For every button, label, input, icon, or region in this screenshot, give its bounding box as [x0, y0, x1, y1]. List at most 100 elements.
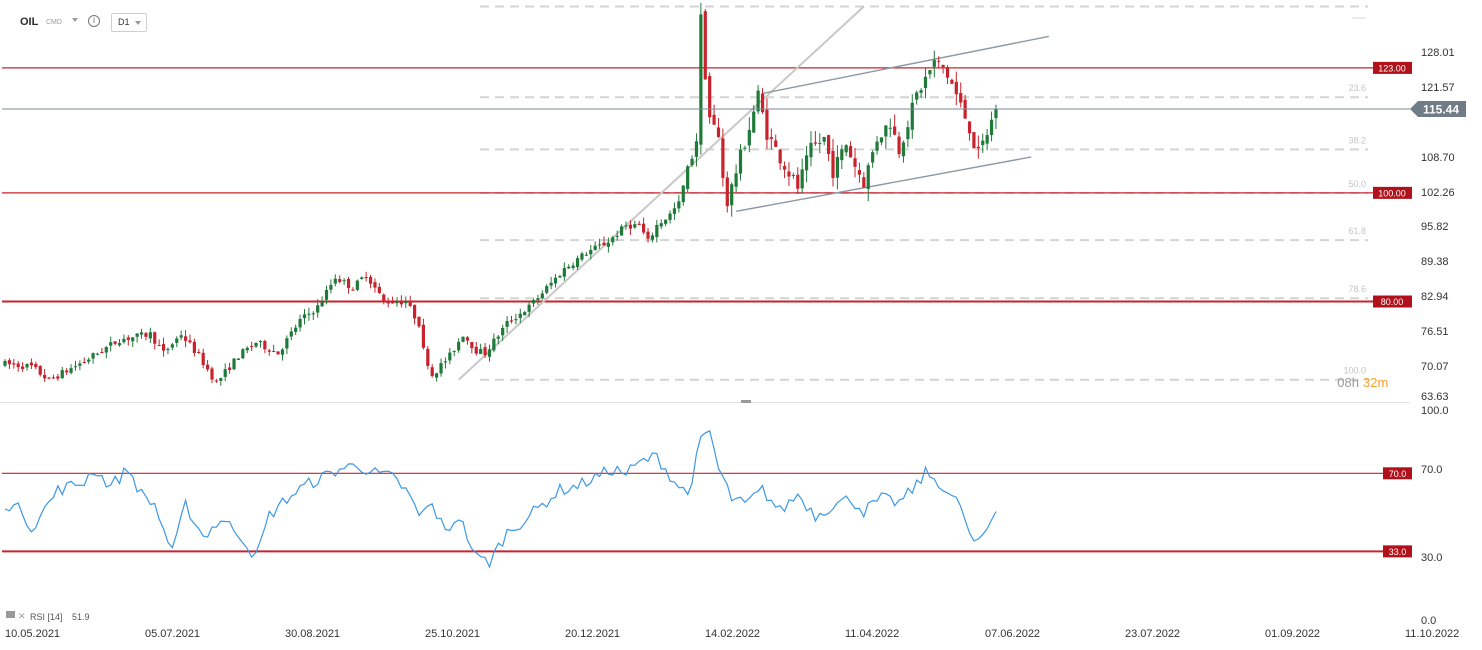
candle-body: [250, 346, 254, 348]
candle-body: [333, 278, 337, 284]
candle-body: [778, 149, 782, 164]
timeframe-select[interactable]: D1: [111, 13, 147, 32]
candle-body: [959, 92, 963, 103]
candle-body: [474, 346, 478, 354]
candle-body: [267, 350, 271, 352]
rsi-value: 51.9: [72, 612, 90, 622]
candle-body: [254, 342, 258, 347]
candle-body: [549, 282, 553, 286]
time-axis-label: 14.02.2022: [705, 628, 760, 640]
candle-body: [16, 363, 20, 368]
candle-body: [540, 293, 544, 299]
price-axis-tick: 63.63: [1421, 391, 1449, 403]
candle-body: [412, 305, 417, 319]
candle-body: [915, 92, 919, 100]
instrument-type-label: CMD: [46, 19, 62, 26]
candle-body: [430, 367, 434, 377]
candle-body: [470, 341, 474, 349]
panel-divider[interactable]: [0, 400, 1410, 403]
candle-body: [346, 278, 351, 288]
candle-body: [769, 137, 773, 139]
symbol-label[interactable]: OIL: [20, 16, 39, 28]
candle-body: [756, 90, 760, 112]
candle-body: [989, 119, 994, 135]
candle-body: [161, 344, 166, 351]
horizontal-levels[interactable]: 123.00 100.00 80.00: [2, 61, 1412, 308]
rsi-axis-tick: 70.0: [1421, 464, 1442, 476]
candle-body: [496, 336, 500, 339]
candle-body: [302, 314, 307, 319]
candle-body: [659, 223, 663, 227]
trend-lines[interactable]: [457, 5, 1049, 381]
rsi-axis-tick: 0.0: [1421, 615, 1436, 627]
fib-level-label: 100.0: [1343, 366, 1366, 376]
symbol-dropdown-caret-icon[interactable]: [72, 18, 78, 22]
candle-body: [531, 299, 536, 304]
candle-body: [395, 302, 399, 304]
candle-body: [655, 224, 659, 238]
candle-body: [65, 370, 69, 373]
time-axis[interactable]: 10.05.2021 05.07.2021 30.08.2021 25.10.2021…: [5, 628, 1459, 640]
rsi-axis-tick: 30.0: [1421, 552, 1442, 564]
candle-body: [175, 338, 179, 343]
rsi-level-tag-label: 33.0: [1389, 547, 1407, 557]
rsi-line: [4, 430, 997, 569]
time-axis-label: 11.04.2022: [845, 628, 899, 640]
candle-body: [703, 11, 707, 80]
candle-body: [457, 341, 461, 351]
candle-body: [25, 364, 29, 368]
candle-body: [139, 332, 144, 335]
time-axis-label: 30.08.2021: [285, 628, 340, 640]
fib-level-label: 23.6: [1348, 83, 1366, 93]
candle-body: [390, 302, 395, 304]
candle-body: [166, 348, 170, 350]
rsi-axis-tick: 100.0: [1421, 405, 1449, 417]
rsi-title: RSI [14]: [30, 612, 63, 622]
candle-body: [157, 345, 161, 347]
candle-body: [743, 147, 747, 149]
candle-body: [360, 277, 364, 280]
candle-body: [245, 347, 249, 351]
candle-body: [201, 352, 205, 365]
candle-body: [153, 332, 157, 344]
candle-body: [29, 362, 34, 366]
candle-countdown: 08h 32m: [1337, 375, 1388, 390]
candle-body: [73, 366, 78, 368]
candle-body: [505, 321, 509, 327]
info-icon[interactable]: i: [88, 15, 100, 27]
candle-body: [976, 146, 980, 149]
candle-body: [699, 14, 703, 145]
candle-body: [342, 280, 346, 282]
level-tag: [1373, 295, 1412, 308]
candle-body: [399, 301, 403, 305]
candle-body: [752, 111, 756, 133]
candle-body: [686, 166, 690, 189]
candle-body: [298, 318, 302, 328]
candle-body: [368, 276, 373, 284]
candle-body: [619, 226, 624, 236]
rsi-close-icon: ✕: [18, 611, 26, 621]
candle-body: [479, 348, 483, 354]
candle-body: [866, 165, 870, 189]
candle-body: [34, 363, 38, 368]
candle-body: [826, 135, 831, 154]
candle-body: [796, 174, 800, 189]
candle-body: [774, 140, 778, 147]
candle-body: [78, 363, 82, 366]
candle-body: [950, 79, 954, 84]
candle-body: [426, 348, 430, 366]
time-axis-label: 10.05.2021: [5, 628, 60, 640]
candle-body: [760, 93, 765, 113]
price-axis[interactable]: 128.01 121.57 108.70 102.26 95.82 89.38 82.94 7…: [1352, 17, 1455, 403]
level-tag: [1373, 61, 1412, 74]
candle-body: [461, 336, 465, 342]
candle-body: [113, 341, 117, 344]
price-axis-tick: 108.70: [1421, 152, 1455, 164]
candle-body: [567, 266, 571, 269]
candle-body: [421, 324, 426, 348]
time-axis-label: 05.07.2021: [145, 628, 200, 640]
candle-body: [575, 258, 580, 267]
candle-body: [787, 171, 791, 177]
candle-body: [205, 364, 210, 370]
